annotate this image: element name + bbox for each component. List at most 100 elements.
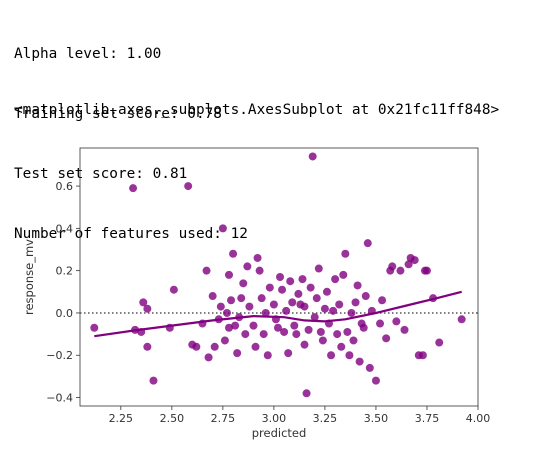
data-point — [282, 306, 291, 315]
cell-output-text: Alpha level: 1.00 Training set score: 0.… — [14, 4, 248, 264]
data-point — [410, 256, 419, 265]
data-point — [249, 321, 258, 330]
data-point — [314, 264, 323, 273]
data-point — [290, 321, 299, 330]
data-point — [349, 336, 358, 345]
residual-plot: 2.25 2.50 2.75 3.00 3.25 3.50 3.75 4.00 −0.4 −0.2… — [22, 147, 491, 440]
data-point — [265, 283, 274, 292]
data-point — [304, 325, 313, 334]
x-tick-label: 3.75 — [415, 412, 440, 425]
data-point — [286, 277, 295, 286]
lowess-curve — [94, 290, 462, 338]
data-point — [184, 182, 193, 191]
data-point — [327, 351, 336, 360]
data-point — [251, 342, 260, 351]
data-point — [90, 323, 99, 332]
data-point — [222, 308, 231, 317]
data-point — [316, 327, 325, 336]
data-point — [269, 300, 278, 309]
data-point — [208, 292, 217, 301]
data-point — [245, 302, 254, 311]
data-point — [224, 270, 233, 279]
data-point — [292, 330, 301, 339]
data-point — [378, 296, 387, 305]
data-point — [322, 287, 331, 296]
data-point — [298, 275, 307, 284]
data-point — [343, 327, 352, 336]
data-point — [388, 262, 397, 271]
data-point — [341, 249, 350, 258]
data-point — [229, 249, 238, 258]
data-point — [333, 330, 342, 339]
data-point — [365, 363, 374, 372]
data-point — [210, 342, 219, 351]
y-tick-label: −0.2 — [46, 349, 73, 362]
x-tick-label: 2.75 — [211, 412, 236, 425]
data-point — [359, 323, 368, 332]
data-point — [224, 323, 233, 332]
x-tick-label: 2.25 — [109, 412, 134, 425]
data-point — [139, 298, 148, 307]
data-point — [382, 334, 391, 343]
data-point — [306, 283, 315, 292]
data-point — [257, 294, 266, 303]
data-point — [129, 184, 138, 193]
data-point — [347, 308, 356, 317]
data-point — [353, 281, 362, 290]
data-point — [351, 298, 360, 307]
data-point — [169, 285, 178, 294]
data-point — [241, 330, 250, 339]
data-point — [457, 315, 466, 324]
data-point — [361, 292, 370, 301]
test-score-line: Test set score: 0.81 — [14, 166, 188, 182]
data-point — [143, 342, 152, 351]
y-tick-label: 0.0 — [56, 307, 74, 320]
data-point — [239, 279, 248, 288]
data-point — [273, 323, 282, 332]
x-tick-label: 3.50 — [364, 412, 389, 425]
data-point — [204, 353, 213, 362]
data-point — [363, 239, 372, 248]
data-point — [220, 336, 229, 345]
data-point — [404, 260, 413, 269]
data-point — [396, 266, 405, 275]
data-point — [237, 294, 246, 303]
data-point — [288, 298, 297, 307]
data-point — [320, 304, 329, 313]
features-used-line: Number of features used: 12 — [14, 226, 248, 242]
data-point — [310, 313, 319, 322]
data-point — [192, 342, 201, 351]
data-point — [253, 253, 262, 262]
data-point — [259, 330, 268, 339]
data-point — [233, 349, 242, 358]
axes-frame — [79, 147, 479, 407]
x-tick-label: 2.50 — [160, 412, 185, 425]
data-point — [231, 321, 240, 330]
data-point — [263, 351, 272, 360]
data-point — [400, 325, 409, 334]
data-point — [300, 302, 309, 311]
data-point — [202, 266, 211, 275]
data-point — [376, 319, 385, 328]
data-point — [143, 304, 152, 313]
alpha-level-line: Alpha level: 1.00 — [14, 46, 162, 62]
training-score-line: Training set score: 0.78 — [14, 106, 222, 122]
axes-repr-text: <matplotlib.axes._subplots.AxesSubplot a… — [14, 102, 500, 118]
x-tick-label: 3.25 — [313, 412, 338, 425]
data-point — [255, 266, 264, 275]
data-point — [355, 357, 364, 366]
y-tick-label: 0.4 — [56, 222, 74, 235]
data-point — [392, 317, 401, 326]
x-tick-label: 3.00 — [262, 412, 287, 425]
data-point — [335, 300, 344, 309]
data-point — [339, 270, 348, 279]
y-tick-label: 0.2 — [56, 265, 74, 278]
data-point — [435, 338, 444, 347]
x-tick-label: 4.00 — [466, 412, 491, 425]
data-point — [218, 224, 227, 233]
data-point — [418, 351, 427, 360]
x-axis-label: predicted — [252, 426, 307, 440]
data-point — [308, 152, 317, 161]
y-tick-label: 0.6 — [56, 180, 74, 193]
data-point — [280, 327, 289, 336]
